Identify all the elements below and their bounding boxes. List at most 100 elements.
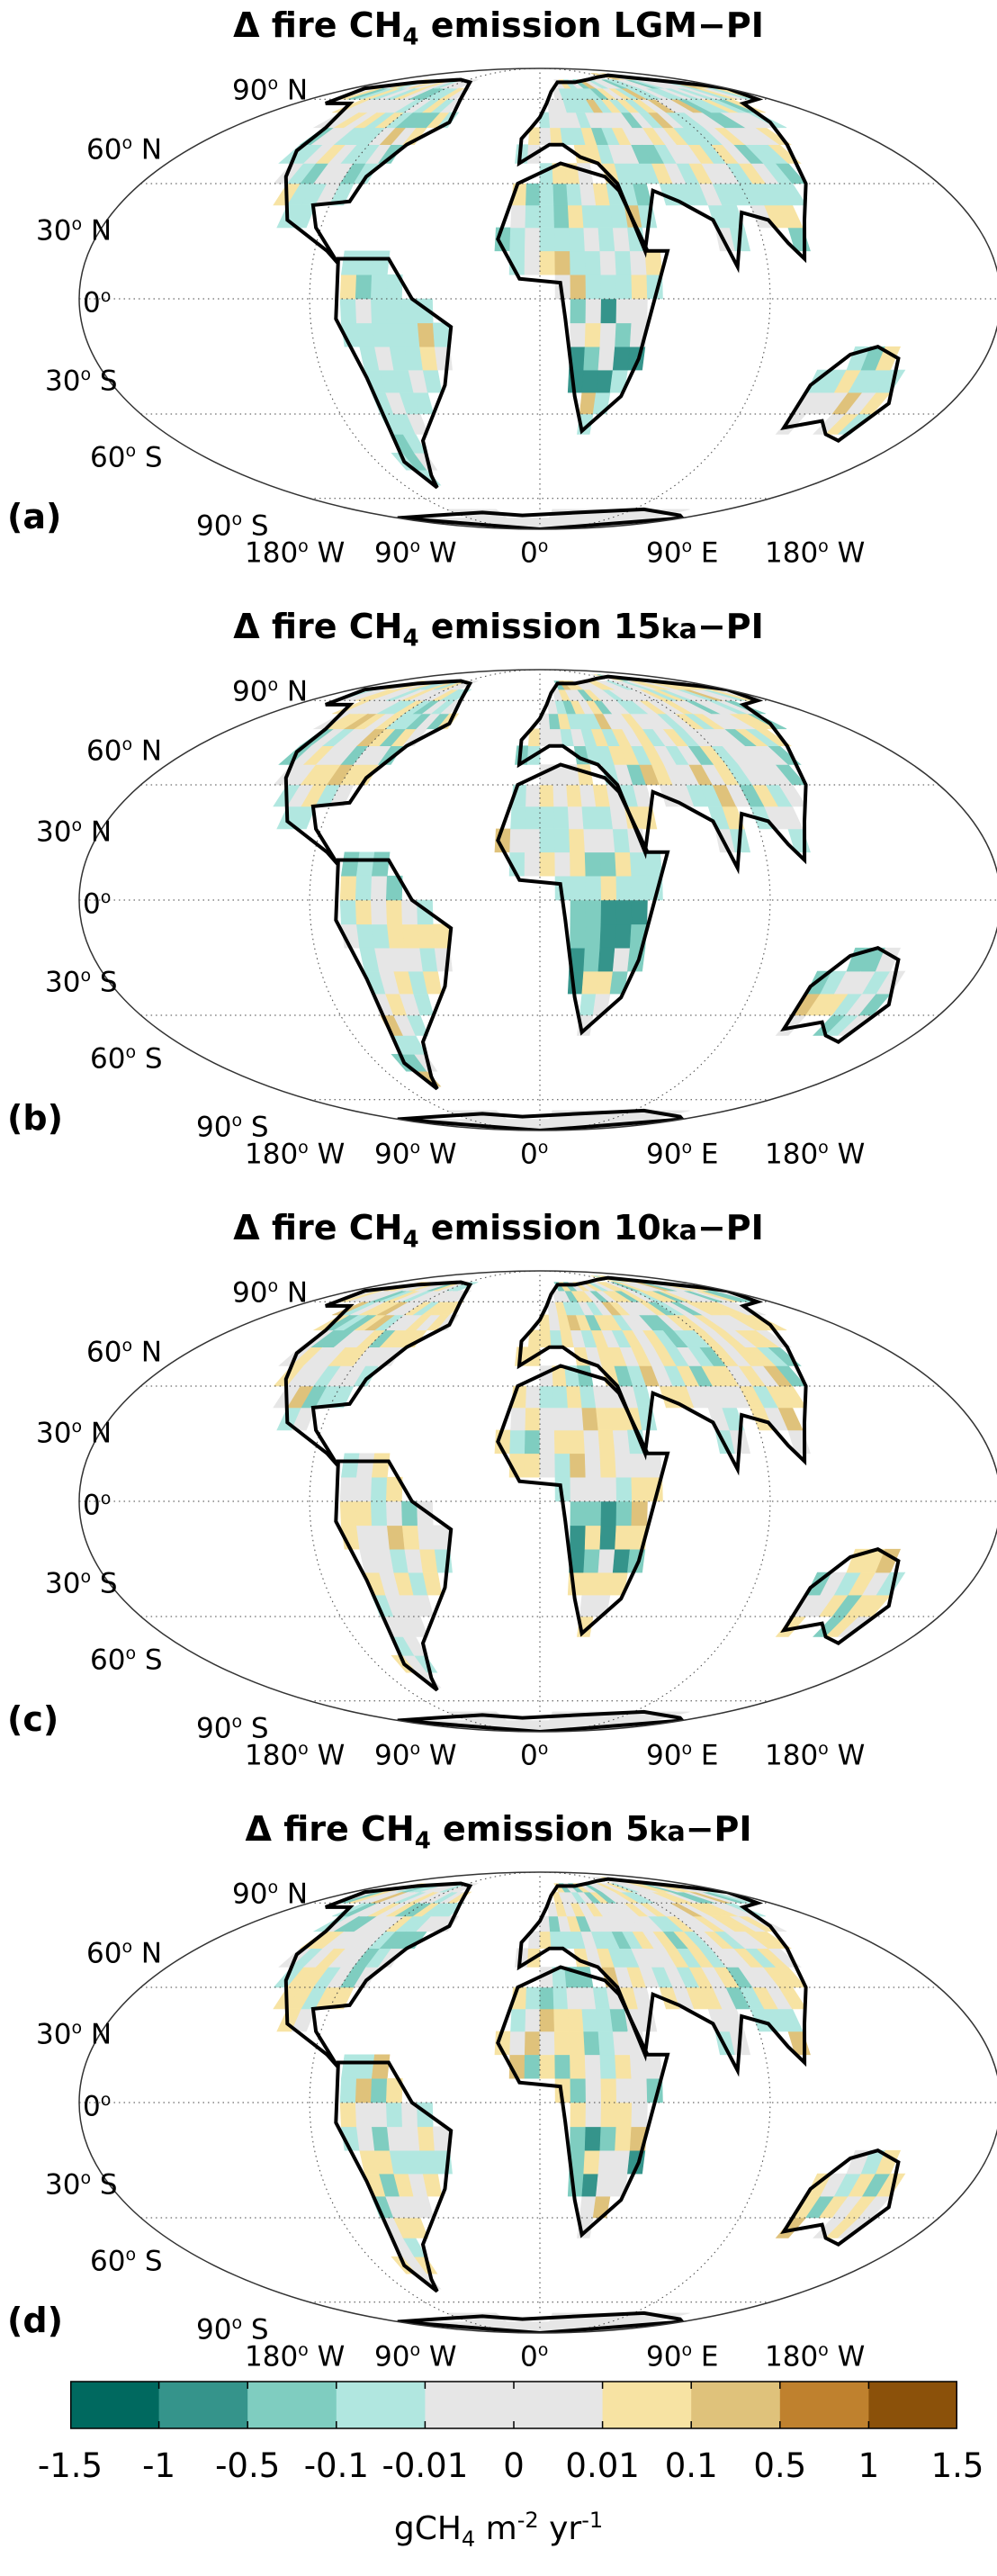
colorbar-tick-label: -0.5 (215, 2446, 281, 2485)
colorbar-swatch (779, 2382, 869, 2428)
longitude-label: 180o W (245, 1739, 346, 1772)
latitude-label: 60o N (86, 734, 163, 768)
latitude-label: 90o S (196, 1111, 269, 1144)
longitude-label: 180o W (245, 1138, 346, 1171)
colorbar-unit-label: gCH4 m-2 yr-1 (393, 2508, 604, 2553)
colorbar (70, 2381, 957, 2429)
colorbar-swatch (691, 2382, 781, 2428)
panel-title: Δ fire CH4 emission 15ka−PI (233, 607, 764, 653)
latitude-label: 30o N (36, 214, 112, 248)
graticule (79, 1872, 997, 2333)
latitude-label: 0o (83, 887, 112, 921)
globe-outline (78, 669, 997, 1131)
colorbar-tick-label: -1.5 (37, 2446, 103, 2485)
colorbar-tick-label: 1.5 (930, 2446, 984, 2485)
colorbar-swatch (425, 2382, 515, 2428)
latitude-label: 0o (83, 286, 112, 320)
longitude-label: 0o (520, 536, 549, 570)
land-africa (494, 1967, 663, 2238)
land-namerica (273, 79, 479, 229)
map-panel-d: Δ fire CH4 emission 5ka−PI (d) 90o N 60o … (0, 1804, 997, 2389)
longitude-label: 180o W (765, 536, 866, 570)
globe-outline (78, 68, 997, 530)
longitude-label: 90o E (646, 536, 719, 570)
colorbar-swatch (247, 2382, 337, 2428)
land-samerica (339, 2054, 453, 2290)
longitude-label: 180o W (765, 1138, 866, 1171)
land-australia (775, 346, 906, 435)
coastlines (283, 674, 901, 1130)
colorbar-tick-label: 0.01 (565, 2446, 640, 2485)
colorbar-swatch (70, 2382, 160, 2428)
panel-letter: (b) (7, 1098, 63, 1138)
latitude-label: 30o N (36, 815, 112, 849)
latitude-label: 60o S (90, 441, 163, 474)
latitude-label: 90o N (232, 1878, 309, 1911)
land-eurasia (515, 73, 811, 252)
colorbar-swatch (602, 2382, 692, 2428)
colorbar-tick-label: 0.5 (753, 2446, 807, 2485)
panel-letter: (d) (7, 2301, 63, 2340)
colorbar-swatch (868, 2382, 957, 2428)
colorbar-swatch (158, 2382, 248, 2428)
longitude-label: 90o E (646, 1739, 719, 1772)
latitude-label: 60o S (90, 1042, 163, 1076)
graticule (79, 670, 997, 1130)
land-africa (494, 1365, 663, 1637)
latitude-label: 30o N (36, 1417, 112, 1450)
colorbar-tick-label: -1 (142, 2446, 176, 2485)
longitude-label: 180o W (245, 2340, 346, 2373)
map-panel-c: Δ fire CH4 emission 10ka−PI (c) 90o N 60o… (0, 1202, 997, 1788)
longitude-label: 0o (520, 2340, 549, 2373)
land-samerica (339, 851, 453, 1087)
latitude-label: 60o N (86, 133, 163, 167)
graticule (79, 1271, 997, 1732)
latitude-label: 0o (83, 2090, 112, 2123)
longitude-label: 90o E (646, 2340, 719, 2373)
longitude-label: 0o (520, 1739, 549, 1772)
graticule (79, 68, 997, 529)
world-map (78, 669, 997, 1131)
longitude-label: 90o W (374, 2340, 457, 2373)
longitude-label: 180o W (765, 2340, 866, 2373)
longitude-label: 90o W (374, 536, 457, 570)
coastlines (283, 73, 901, 529)
latitude-label: 90o S (196, 2313, 269, 2346)
coastlines (283, 1877, 901, 2333)
colorbar-tick-label: 0.1 (664, 2446, 718, 2485)
latitude-label: 30o S (45, 1567, 118, 1600)
panel-title: Δ fire CH4 emission 5ka−PI (245, 1809, 752, 1855)
latitude-label: 90o S (196, 1712, 269, 1745)
globe-outline (78, 1871, 997, 2334)
land-australia (775, 947, 906, 1036)
latitude-label: 30o S (45, 966, 118, 999)
latitude-label: 30o S (45, 365, 118, 398)
latitude-label: 0o (83, 1489, 112, 1522)
latitude-label: 90o N (232, 74, 309, 107)
map-panel-b: Δ fire CH4 emission 15ka−PI (b) 90o N 60o… (0, 601, 997, 1186)
longitude-label: 180o W (245, 536, 346, 570)
land-samerica (339, 1453, 453, 1689)
latitude-label: 30o S (45, 2168, 118, 2202)
latitude-label: 90o N (232, 1276, 309, 1310)
colorbar-swatch (336, 2382, 426, 2428)
panel-letter: (a) (7, 497, 62, 536)
panel-title: Δ fire CH4 emission 10ka−PI (233, 1208, 764, 1254)
colorbar-tick-label: -0.1 (303, 2446, 369, 2485)
longitude-label: 90o E (646, 1138, 719, 1171)
panel-title: Δ fire CH4 emission LGM−PI (233, 5, 764, 51)
globe-outline (78, 1270, 997, 1733)
longitude-label: 180o W (765, 1739, 866, 1772)
latitude-label: 60o N (86, 1937, 163, 1970)
latitude-label: 90o S (196, 509, 269, 543)
latitude-label: 60o S (90, 2245, 163, 2278)
latitude-label: 60o N (86, 1336, 163, 1369)
coastlines (283, 1275, 901, 1732)
longitude-label: 90o W (374, 1138, 457, 1171)
colorbar-tick-label: 1 (858, 2446, 880, 2485)
longitude-label: 90o W (374, 1739, 457, 1772)
colorbar-swatch (514, 2382, 604, 2428)
latitude-label: 60o S (90, 1644, 163, 1677)
world-map (78, 68, 997, 530)
panel-letter: (c) (7, 1699, 59, 1739)
